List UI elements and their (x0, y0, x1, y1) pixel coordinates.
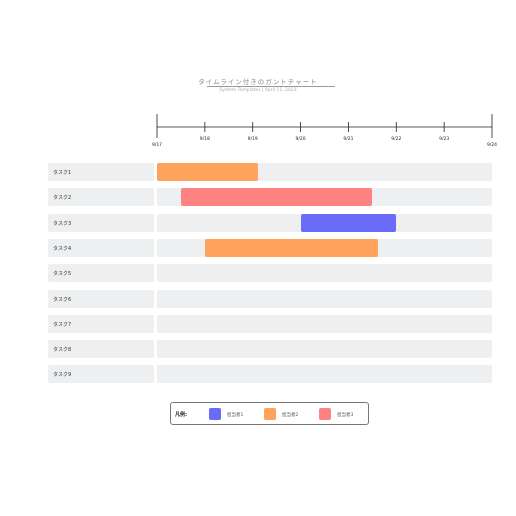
task-label: タスク8 (53, 347, 72, 353)
task-label-cell: タスク2 (48, 188, 154, 206)
task-label-cell: タスク5 (48, 264, 154, 282)
legend-title: 凡例: (175, 412, 187, 418)
legend-swatch-assignee-1 (209, 408, 221, 420)
legend-label-assignee-3: 担当者3 (337, 413, 354, 418)
legend-label-assignee-2: 担当者2 (282, 413, 299, 418)
timeline-axis: 9/17 9/18 9/19 9/20 9/21 9/22 9/23 9/24 (152, 114, 497, 148)
task-label: タスク4 (53, 246, 72, 252)
chart-subtitle: System Templates | April 11, 2023 (219, 88, 297, 93)
task-label: タスク2 (53, 195, 72, 201)
task-bar[interactable] (157, 163, 259, 181)
task-label-cell: タスク1 (48, 163, 154, 181)
timeline-date-label: 9/21 (343, 136, 353, 142)
chart-title: タイムライン付きのガントチャート (198, 78, 318, 86)
task-track (157, 290, 492, 308)
task-label-cell: タスク4 (48, 239, 154, 257)
legend-swatch-assignee-3 (319, 408, 331, 420)
task-label-cell: タスク7 (48, 315, 154, 333)
task-label: タスク1 (53, 170, 72, 176)
task-label-cell: タスク6 (48, 290, 154, 308)
task-track (157, 365, 492, 383)
task-label: タスク7 (53, 322, 72, 328)
timeline-date-label: 9/19 (248, 136, 258, 142)
legend-swatch-assignee-2 (264, 408, 276, 420)
timeline-date-label: 9/24 (487, 142, 497, 148)
task-label: タスク6 (53, 297, 72, 303)
timeline-date-label: 9/18 (200, 136, 210, 142)
timeline-date-label: 9/17 (152, 142, 162, 148)
task-bar[interactable] (204, 239, 379, 257)
task-label-cell: タスク9 (48, 365, 154, 383)
task-track (157, 315, 492, 333)
task-label: タスク5 (53, 271, 72, 277)
timeline-date-label: 9/23 (439, 136, 449, 142)
task-bar[interactable] (300, 214, 397, 232)
title-underline (207, 86, 335, 87)
task-label: タスク3 (53, 221, 72, 227)
legend-label-assignee-1: 担当者1 (227, 413, 244, 418)
legend: 凡例: 担当者1 担当者2 担当者3 (170, 402, 369, 425)
timeline-date-label: 9/20 (296, 136, 306, 142)
timeline-date-label: 9/22 (391, 136, 401, 142)
task-label: タスク9 (53, 372, 72, 378)
task-bar[interactable] (180, 188, 373, 206)
task-track (157, 340, 492, 358)
task-track (157, 264, 492, 282)
task-label-cell: タスク3 (48, 214, 154, 232)
task-label-cell: タスク8 (48, 340, 154, 358)
